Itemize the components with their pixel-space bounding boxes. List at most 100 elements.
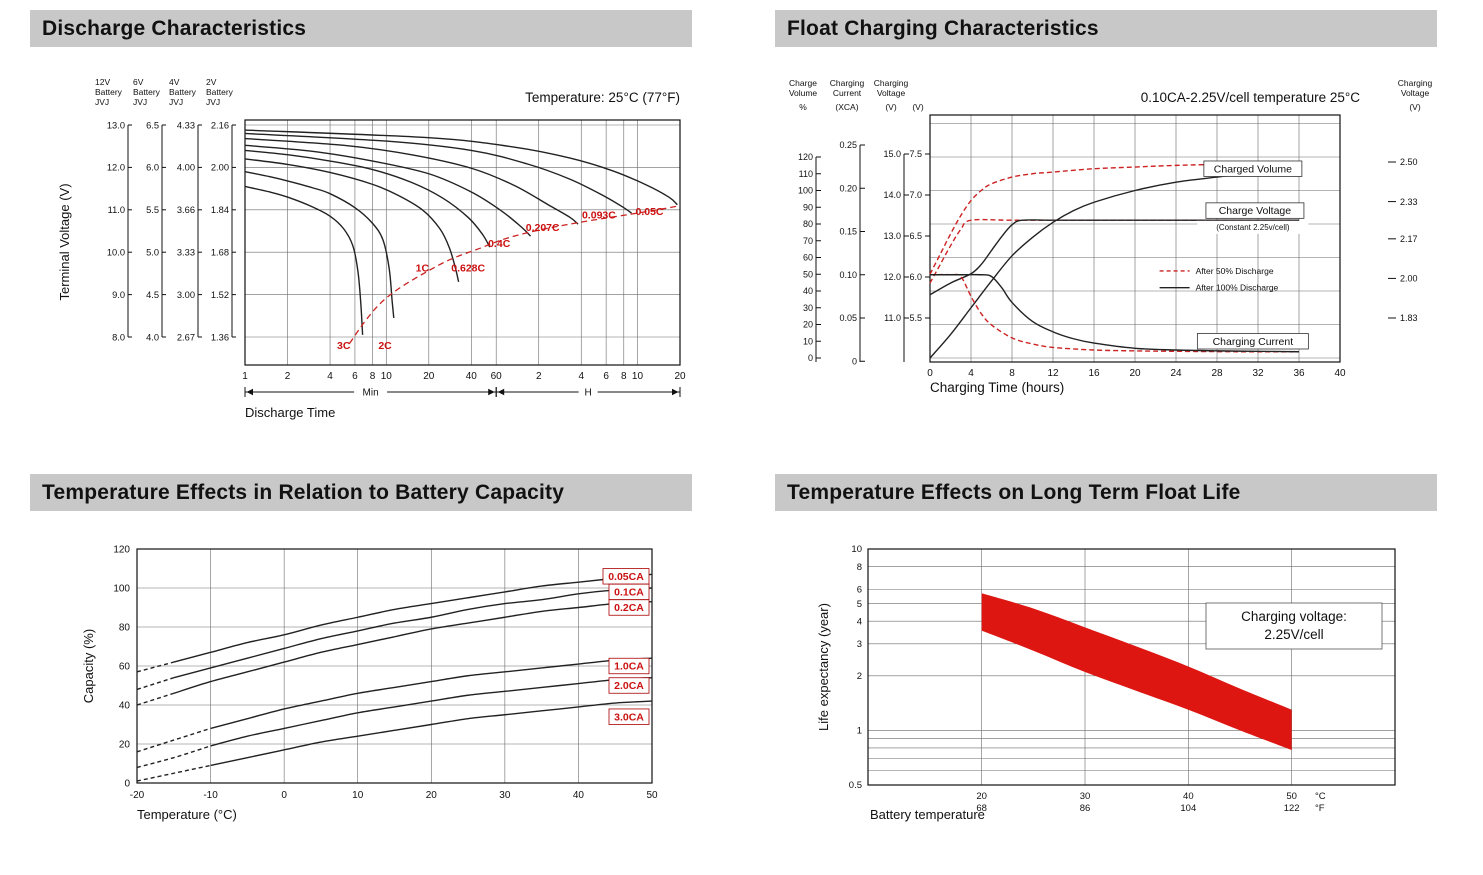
y-tick-label: 80 (119, 622, 131, 633)
x-tick-label: 10 (381, 371, 393, 382)
y-tick-label: 1 (857, 726, 862, 737)
y-tick-label: 20 (119, 739, 131, 750)
temperature-capacity-chart: -20 -10 0 10 20 30 40 50 0 20 40 60 80 100 120 0.05CA 0.… (81, 544, 658, 822)
discharge-characteristics-chart: 1 2 4 6 8 10 20 40 60 2 4 6 8 10 20 13.0 12.0 11.0 10.0 9.0… (57, 77, 686, 420)
y-tick-label: 11.0 (108, 205, 125, 215)
x-tick-label-fahrenheit: 104 (1180, 803, 1196, 814)
y-tick-label: 100 (113, 583, 130, 594)
y-tick-label: 2.67 (177, 332, 195, 342)
axis-tick-label: 70 (803, 236, 813, 246)
x-tick-label-fahrenheit: 68 (976, 803, 987, 814)
y-tick-label: 10 (851, 544, 862, 555)
axis-tick-label: 110 (799, 169, 813, 179)
curve-label: 2.0CA (614, 680, 644, 692)
axis-tick-label: 40 (803, 286, 813, 296)
y-tick-label: 4.00 (177, 163, 195, 173)
curve-charged_volume_after_50pct (929, 162, 1300, 275)
curve-3.0CA-dashed (136, 764, 211, 782)
axis-tick-label: 0 (852, 356, 857, 366)
x-tick-label-fahrenheit: 86 (1080, 803, 1091, 814)
plot-border (867, 548, 1396, 786)
x-tick-label: 40 (573, 790, 585, 801)
x-tick-label: 6 (603, 371, 609, 382)
section-header-temp-capacity: Temperature Effects in Relation to Batte… (30, 474, 692, 511)
axis-header: Voltage (1401, 88, 1430, 98)
curve-label: 3.0CA (614, 711, 644, 723)
y-tick-label: 3.00 (177, 290, 195, 300)
x-tick-label: 40 (466, 371, 478, 382)
y-axis-header: 4V (169, 77, 180, 87)
rate-label: 0.207C (526, 222, 560, 234)
x-unit-fahrenheit: °F (1315, 803, 1325, 814)
axis-header: Charging (874, 78, 909, 88)
x-tick-label-celsius: 20 (976, 791, 987, 802)
y-tick-label: 6.5 (146, 120, 159, 130)
axis-tick-label: 7.0 (909, 190, 922, 200)
annotation-line-1: Charging voltage: (1241, 609, 1347, 624)
axis-tick-label: 0.15 (839, 227, 857, 237)
y-tick-label: 1.36 (211, 332, 229, 342)
axis-tick-label: 6.0 (909, 272, 922, 282)
axis-header: Charge (789, 78, 817, 88)
axis-tick-label: 6.5 (909, 231, 922, 241)
section-header-discharge: Discharge Characteristics (30, 10, 692, 47)
y-tick-label: 1.84 (211, 205, 229, 215)
curve-label-box (1197, 220, 1309, 234)
curve-0.1CA (173, 587, 653, 679)
y-axis-title: Terminal Voltage (V) (57, 183, 72, 300)
curve-label: Charged Volume (1214, 163, 1292, 175)
axis-tick-label: 2.50 (1400, 157, 1418, 167)
curve-1.0CA-dashed (136, 727, 211, 753)
x-tick-label: -20 (130, 790, 145, 801)
axis-tick-label: 0.20 (839, 183, 857, 193)
y-axis-header: JVJ (169, 97, 183, 107)
axis-tick-label: 30 (803, 303, 813, 313)
y-tick-label: 6.0 (146, 163, 159, 173)
y-tick-label: 4.0 (146, 332, 159, 342)
rate-label: 2C (378, 340, 392, 352)
axis-tick-label: 15.0 (883, 149, 901, 159)
axis-unit: (XCA) (835, 102, 858, 112)
chart-annotation: 0.10CA-2.25V/cell temperature 25°C (1141, 90, 1361, 105)
curve-2.0CA-dashed (136, 745, 211, 769)
axis-tick-label: 5.5 (909, 313, 922, 323)
curve-charging_current_after_50pct (929, 273, 1300, 353)
plot-border (244, 119, 681, 366)
curve-label-box (1203, 160, 1303, 177)
x-tick-label: 20 (423, 371, 435, 382)
x-tick-label: 10 (632, 371, 644, 382)
x-tick-label: 0 (927, 368, 933, 379)
y-tick-label: 6 (857, 584, 862, 595)
x-tick-label: 4 (327, 371, 333, 382)
y-tick-label: 13.0 (107, 120, 125, 130)
arrow-head (497, 388, 505, 396)
x-tick-label: 4 (578, 371, 584, 382)
arrow-head (488, 388, 495, 396)
x-tick-label: 1 (242, 371, 248, 382)
y-axis-header: 12V (95, 77, 110, 87)
axis-tick-label: 0.05 (839, 313, 857, 323)
annotation-line-2: 2.25V/cell (1264, 627, 1323, 642)
axis-tick-label: 2.00 (1400, 274, 1418, 284)
axis-header: Current (833, 88, 862, 98)
y-tick-label: 1.68 (211, 248, 229, 258)
axis-tick-label: 120 (798, 152, 813, 162)
section-title-temp-capacity: Temperature Effects in Relation to Batte… (42, 480, 565, 504)
curve-0.05CA-dashed (136, 661, 174, 673)
curve-label: Charge Voltage (1219, 205, 1292, 217)
axis-unit: (V) (912, 102, 924, 112)
y-tick-label: 8.0 (112, 332, 125, 342)
y-tick-label: 5.5 (146, 205, 159, 215)
x-tick-label: 8 (370, 371, 376, 382)
rate-label: 0.05C (635, 206, 663, 218)
axis-tick-label: 80 (803, 219, 813, 229)
axis-tick-label: 2.33 (1400, 197, 1418, 207)
y-tick-label: 120 (113, 544, 130, 555)
curve-0.2CA-dashed (136, 692, 175, 706)
life-expectancy-band (981, 593, 1292, 750)
axis-tick-label: 1.83 (1400, 313, 1418, 323)
plot-border (136, 548, 653, 784)
legend-label: After 100% Discharge (1196, 283, 1279, 293)
axis-tick-label: 12.0 (883, 272, 901, 282)
